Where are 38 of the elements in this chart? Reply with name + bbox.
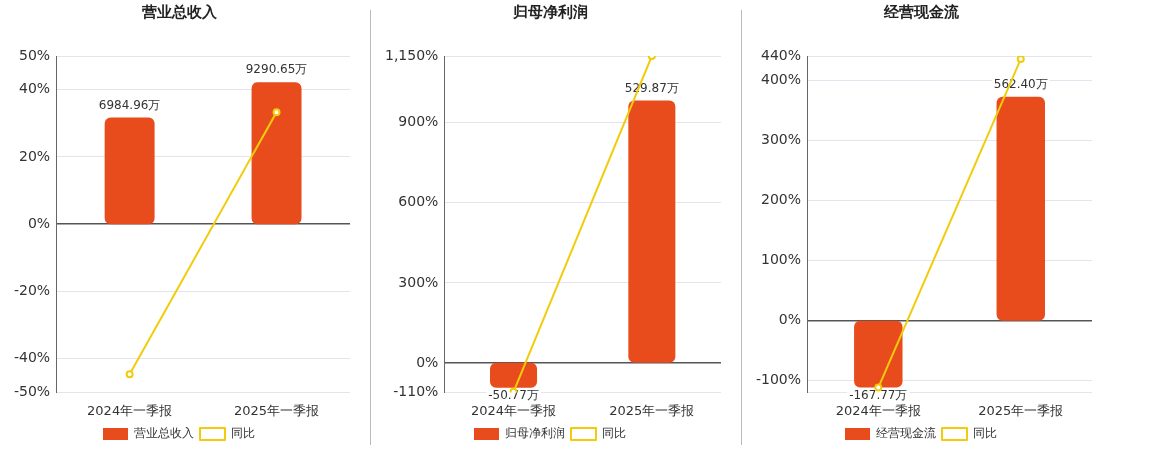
x-tick-label: 2024年一季报 <box>835 402 921 418</box>
legend-label: 同比 <box>973 426 997 441</box>
x-tick-label: 2025年一季报 <box>234 402 320 418</box>
y-tick-label: 600% <box>398 193 439 210</box>
y-tick-label: 900% <box>398 113 439 130</box>
y-tick-label: -110% <box>393 383 439 400</box>
x-tick-label: 2024年一季报 <box>87 402 173 418</box>
legend-label: 营业总收入 <box>134 426 194 441</box>
y-tick-label: 100% <box>761 250 802 267</box>
y-tick-label: 0% <box>778 310 802 327</box>
legend-label: 归母净利润 <box>505 426 565 441</box>
chart-title: 营业总收入 <box>140 2 218 21</box>
data-label: -167.77万 <box>849 387 908 402</box>
x-tick-label: 2025年一季报 <box>609 402 695 418</box>
y-tick-label: 0% <box>27 214 51 231</box>
legend-label: 经营现金流 <box>876 426 936 441</box>
data-label: 9290.65万 <box>245 62 308 77</box>
chart-title: 归母净利润 <box>511 2 588 21</box>
y-tick-label: -40% <box>14 349 51 366</box>
chart-title: 经营现金流 <box>882 2 960 21</box>
legend-label: 同比 <box>602 426 626 441</box>
y-tick-label: 400% <box>761 70 802 87</box>
x-tick-label: 2025年一季报 <box>978 402 1064 418</box>
y-tick-label: 200% <box>761 190 802 207</box>
y-tick-label: 1,150% <box>384 46 439 63</box>
y-tick-label: 440% <box>761 46 802 63</box>
y-tick-label: -50% <box>14 383 51 400</box>
y-tick-label: 0% <box>416 353 439 370</box>
y-tick-label: -100% <box>756 371 802 388</box>
x-tick-label: 2024年一季报 <box>470 402 557 418</box>
y-tick-label: 40% <box>19 80 51 97</box>
legend-label: 同比 <box>231 426 255 441</box>
y-tick-label: 20% <box>19 147 51 164</box>
y-tick-label: 300% <box>398 273 439 290</box>
data-label: 6984.96万 <box>98 97 161 112</box>
y-tick-label: 300% <box>761 130 802 147</box>
y-tick-label: -20% <box>14 282 51 299</box>
y-tick-label: 50% <box>19 46 51 63</box>
